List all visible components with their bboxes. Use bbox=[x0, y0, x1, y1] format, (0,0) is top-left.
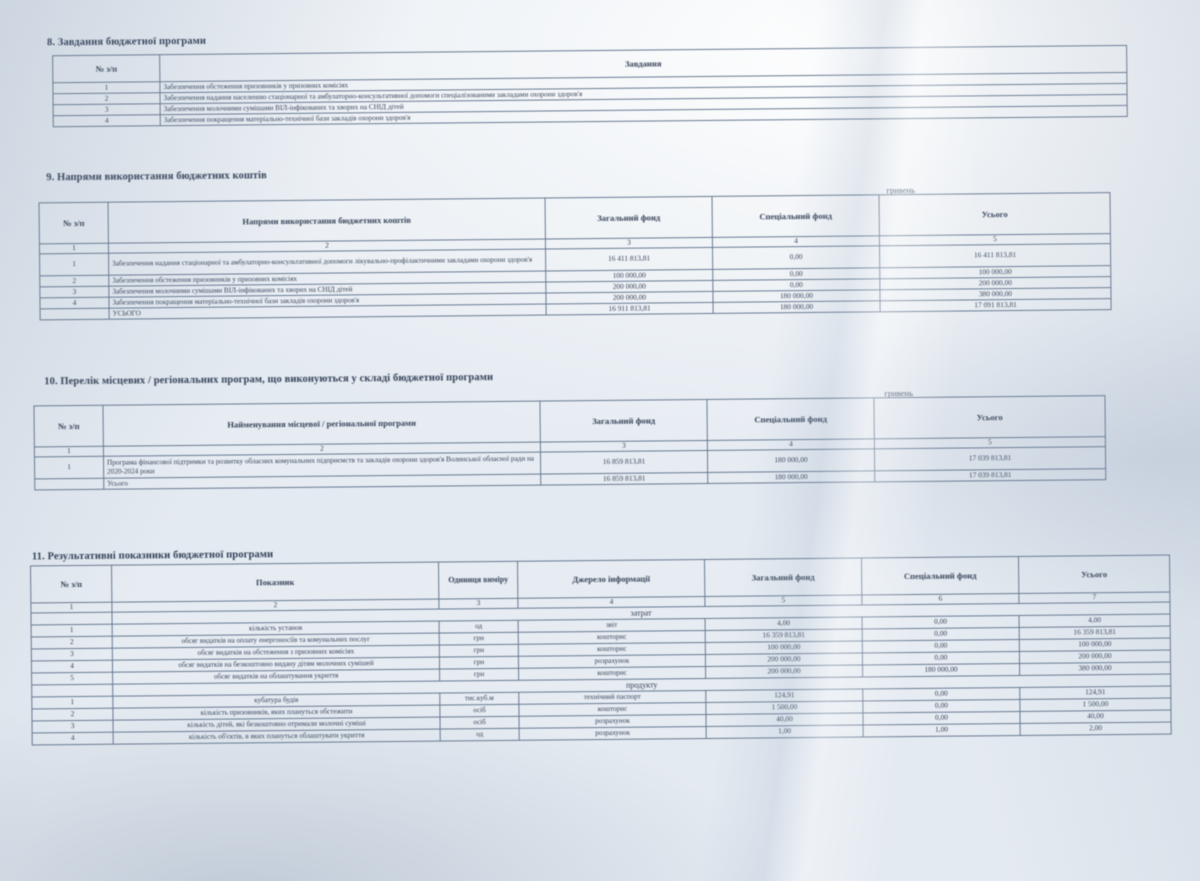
header-general-fund: Загальний фонд bbox=[704, 557, 862, 597]
total-spacer bbox=[40, 308, 110, 320]
header-program-name: Найменування місцевої / регіональної про… bbox=[102, 401, 541, 447]
header-special-fund: Спеціальний фонд bbox=[706, 397, 875, 441]
row-general-fund: 1,00 bbox=[706, 724, 864, 739]
total-total: 17 039 813,81 bbox=[874, 468, 1106, 482]
row-no: 3 bbox=[39, 286, 109, 298]
row-no: 3 bbox=[32, 720, 114, 733]
header-unit: Одиниця виміру bbox=[438, 561, 518, 600]
row-no: 2 bbox=[39, 275, 109, 287]
row-no: 1 bbox=[34, 456, 104, 479]
row-unit: грн bbox=[439, 656, 519, 670]
total-special-fund: 180 000,00 bbox=[713, 300, 881, 314]
row-special-fund: 180 000,00 bbox=[707, 448, 875, 473]
row-no: 1 bbox=[31, 696, 113, 709]
row-unit: осіб bbox=[439, 704, 519, 718]
header-no: № з/п bbox=[33, 405, 104, 447]
row-no: 4 bbox=[39, 297, 110, 309]
section-10-title: 10. Перелік місцевих / регіональних прог… bbox=[44, 372, 494, 388]
group-spacer bbox=[31, 684, 113, 697]
header-no: № з/п bbox=[30, 565, 112, 603]
section-8-table: № з/п Завдання 1 Забезпечення обстеження… bbox=[52, 44, 1128, 128]
row-special-fund: 1,00 bbox=[863, 723, 1021, 737]
header-indicator: Показник bbox=[111, 562, 439, 603]
col-index: 1 bbox=[39, 243, 109, 254]
row-no: 2 bbox=[31, 708, 114, 721]
total-special-fund: 180 000,00 bbox=[707, 470, 875, 484]
header-general-fund: Загальний фонд bbox=[545, 196, 713, 240]
header-special-fund: Спеціальний фонд bbox=[861, 556, 1019, 595]
header-total: Усього bbox=[879, 192, 1111, 236]
section-9-table: № з/п Напрями використання бюджетних кош… bbox=[38, 192, 1112, 321]
row-no: 1 bbox=[31, 624, 113, 637]
header-direction: Напрями використання бюджетних коштів bbox=[108, 198, 546, 244]
row-unit: од bbox=[439, 620, 519, 634]
row-special-fund: 0,00 bbox=[712, 245, 880, 270]
row-total: 2,00 bbox=[1020, 722, 1172, 736]
row-no: 4 bbox=[53, 114, 161, 127]
row-no: 3 bbox=[31, 648, 113, 661]
section-11-title: 11. Результативні показники бюджетної пр… bbox=[31, 549, 274, 563]
total-general-fund: 16 859 813,81 bbox=[540, 472, 708, 486]
header-total: Усього bbox=[873, 395, 1106, 439]
header-no: № з/п bbox=[52, 54, 160, 83]
row-no: 4 bbox=[32, 732, 114, 745]
row-unit: грн bbox=[439, 644, 519, 658]
row-total: 17 039 813,81 bbox=[874, 446, 1106, 471]
header-source: Джерело інформації bbox=[517, 559, 705, 599]
section-11-table: № з/п Показник Одиниця виміру Джерело ін… bbox=[30, 554, 1172, 746]
section-10-table: № з/п Найменування місцевої / регіональн… bbox=[33, 395, 1107, 491]
header-special-fund: Спеціальний фонд bbox=[712, 194, 880, 238]
row-no: 2 bbox=[31, 636, 113, 649]
row-unit: грн bbox=[439, 632, 519, 646]
header-general-fund: Загальний фонд bbox=[539, 399, 708, 443]
header-total: Усього bbox=[1018, 555, 1170, 594]
row-total: 16 411 813,81 bbox=[879, 243, 1111, 268]
row-source: розрахунок bbox=[519, 726, 707, 741]
row-indicator: кількість об'єктів, в яких плануться обл… bbox=[113, 729, 441, 745]
section-8-title: 8. Завдання бюджетної програми bbox=[46, 35, 207, 49]
row-unit: од bbox=[440, 728, 520, 742]
row-unit: осіб bbox=[439, 716, 520, 730]
row-unit: тис.куб.м bbox=[439, 692, 519, 706]
group-spacer bbox=[30, 612, 113, 625]
section-9-title: 9. Напрями використання бюджетних коштів bbox=[46, 170, 267, 184]
row-no: 1 bbox=[39, 253, 109, 276]
row-general-fund: 16 859 813,81 bbox=[540, 450, 708, 475]
row-no: 5 bbox=[31, 672, 113, 685]
total-spacer bbox=[34, 478, 104, 490]
total-general-fund: 16 911 813,81 bbox=[546, 302, 714, 316]
col-index: 1 bbox=[34, 446, 104, 457]
row-unit: грн bbox=[439, 668, 519, 682]
row-general-fund: 16 411 813,81 bbox=[545, 247, 713, 272]
header-no: № з/п bbox=[39, 202, 109, 244]
total-total: 17 091 813,81 bbox=[880, 298, 1112, 312]
row-no: 4 bbox=[31, 660, 113, 673]
